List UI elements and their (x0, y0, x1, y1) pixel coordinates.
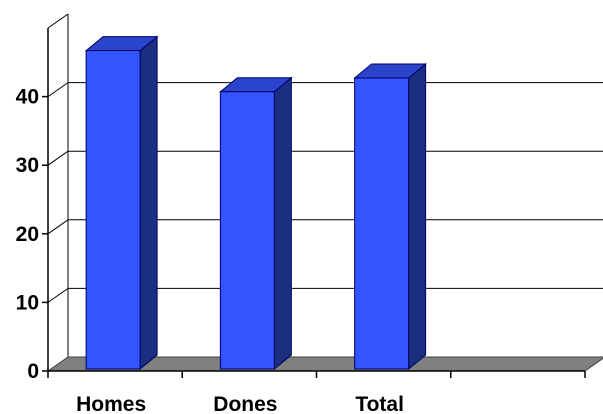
bar (354, 77, 410, 370)
x-axis (47, 371, 586, 378)
bar-side (273, 76, 292, 371)
plot-wall (47, 13, 69, 357)
gridline-side (47, 150, 69, 166)
bar (219, 91, 275, 370)
x-tick-label: Total (355, 393, 404, 414)
y-tick-label: 10 (16, 291, 39, 314)
gridline-side (47, 219, 69, 235)
gridline-side (47, 287, 69, 303)
gridline-side (47, 82, 69, 98)
y-tick-label: 20 (16, 223, 39, 246)
y-tick-labels: 0 10 20 30 40 (16, 86, 39, 383)
y-tick-label: 30 (16, 154, 39, 177)
bars (84, 35, 428, 371)
side-wall-top-edge (47, 13, 69, 29)
y-axis (42, 28, 49, 372)
x-tick-label: Dones (213, 393, 277, 414)
x-tick-label: Homes (76, 393, 146, 414)
y-tick-label: 0 (27, 360, 39, 383)
bar-side (408, 62, 427, 371)
x-tick-labels: Homes Dones Total (76, 393, 404, 414)
y-tick-label: 40 (16, 86, 39, 109)
bar-side (139, 35, 158, 371)
bar (85, 50, 141, 370)
